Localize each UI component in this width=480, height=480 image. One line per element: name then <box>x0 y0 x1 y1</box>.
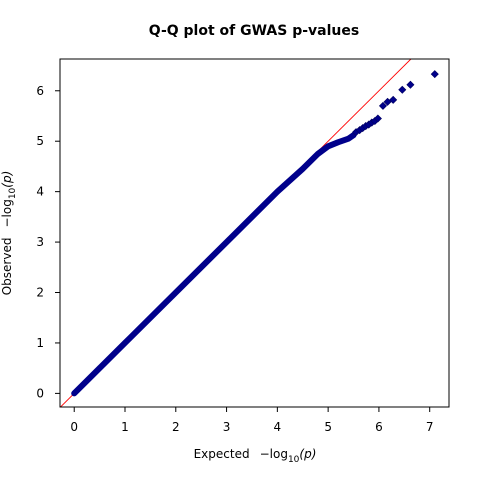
data-point <box>430 70 439 79</box>
data-point <box>389 95 398 104</box>
x-tick-label: 6 <box>375 420 383 434</box>
y-tick-label: 6 <box>36 84 44 98</box>
data-point <box>406 80 415 89</box>
y-axis-label: Observed −log10(p) <box>0 171 18 296</box>
x-tick-label: 0 <box>70 420 78 434</box>
y-tick-label: 4 <box>36 185 44 199</box>
y-axis: 0 1 2 3 4 5 6 <box>36 84 60 400</box>
x-axis: 0 1 2 3 4 5 6 7 <box>70 407 434 434</box>
y-axis-label-subscript: 10 <box>8 187 18 199</box>
plot-frame <box>59 58 450 408</box>
data-point <box>398 85 407 94</box>
y-tick-label: 5 <box>36 134 44 148</box>
chart-title: Q-Q plot of GWAS p-values <box>149 23 359 39</box>
points-curve <box>71 132 357 397</box>
y-axis-label-prefix: Observed <box>0 238 14 296</box>
y-axis-label-arg: (p) <box>0 171 14 188</box>
y-tick-label: 2 <box>36 286 44 300</box>
x-tick-label: 3 <box>223 420 231 434</box>
x-tick-label: 2 <box>172 420 180 434</box>
x-tick-label: 4 <box>274 420 282 434</box>
y-tick-label: 1 <box>36 336 44 350</box>
x-axis-label-subscript: 10 <box>288 455 300 465</box>
x-tick-label: 7 <box>426 420 434 434</box>
y-tick-label: 3 <box>36 235 44 249</box>
x-axis-label-arg: (p) <box>299 447 316 461</box>
x-axis-label-minus-log: −log <box>260 447 288 461</box>
y-axis-label-minus-log: −log <box>0 199 14 227</box>
x-axis-label-prefix: Expected <box>194 447 250 461</box>
data-point <box>378 101 388 110</box>
y-tick-label: 0 <box>36 386 44 400</box>
plot-area <box>60 59 439 407</box>
x-axis-label: Expected −log10(p) <box>194 447 317 465</box>
data-point <box>373 114 382 123</box>
x-tick-label: 5 <box>324 420 332 434</box>
points-layer <box>352 70 439 137</box>
x-tick-label: 1 <box>121 420 129 434</box>
